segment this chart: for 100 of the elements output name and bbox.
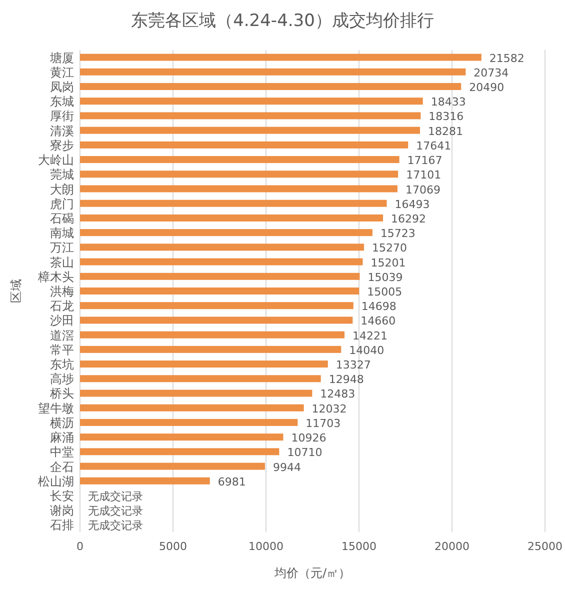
bar [80,185,398,192]
y-axis-title: 区域 [9,279,23,303]
data-label: 16292 [391,212,426,226]
bar [80,126,420,134]
x-tick-label: 5000 [159,540,187,553]
bar [80,54,482,61]
data-label: 15270 [372,242,408,255]
data-label: 9944 [272,460,301,474]
y-tick-label: 凤岗 [50,80,74,94]
bar [80,214,384,222]
bar [80,229,372,236]
bar [80,98,423,105]
text: 无成交记录 [88,490,143,503]
y-tick-label: 大朗 [50,182,74,196]
x-tick-label: 15000 [342,540,376,553]
y-tick-label: 高埗 [50,372,74,386]
y-tick-label: 横沥 [50,416,74,430]
y-tick-label: 松山湖 [38,474,74,488]
bar [80,200,387,207]
y-tick-label: 南城 [50,226,74,240]
bar [80,258,363,266]
bar [80,68,466,76]
y-tick-label: 樟木头 [37,270,74,284]
data-label: 15005 [367,286,402,298]
bar [80,316,353,324]
y-tick-label: 常平 [50,342,74,357]
y-tick-label: 道滘 [50,328,74,342]
y-tick-label: 洪梅 [50,284,74,298]
data-label: 18433 [430,96,466,109]
bar [80,141,408,148]
bar [80,462,265,470]
data-label: 21582 [489,52,524,65]
x-tick-label: 25000 [528,540,562,553]
data-label: 12483 [320,388,356,401]
text: 无成交记录 [88,504,143,518]
y-tick-label: 石碣 [50,211,74,226]
data-label: 12032 [312,402,347,416]
bar [80,244,364,251]
x-tick-label: 0 [76,540,84,553]
y-tick-label: 麻涌 [50,430,74,445]
data-label: 15723 [380,227,416,240]
x-tick-label: 20000 [434,540,470,553]
bar [80,375,321,382]
data-label: 18316 [428,110,464,124]
data-label: 15201 [370,256,406,270]
y-tick-label: 虎门 [50,196,74,211]
y-tick-label: 长安 [50,488,74,503]
y-tick-label: 黄江 [50,65,74,80]
y-tick-label: 塘厦 [49,50,74,65]
bar [80,331,345,338]
bar [80,404,304,412]
data-label: 10710 [287,446,322,460]
data-label: 17069 [405,183,440,196]
y-tick-label: 桥头 [49,386,74,401]
y-tick-label: 清溪 [50,124,74,138]
bar [80,170,398,178]
data-label: 14221 [352,329,388,342]
y-tick-label: 中堂 [50,445,74,460]
bar [80,390,312,397]
y-tick-label: 企石 [50,460,74,474]
bar [80,360,328,368]
bar [80,272,360,280]
data-label: 17101 [406,168,442,182]
y-tick-label: 石排 [50,518,74,532]
y-tick-label: 莞城 [50,168,74,182]
bar [80,448,280,456]
bar [80,288,360,294]
y-tick-label: 茶山 [50,255,74,270]
y-tick-label: 石龙 [50,299,74,314]
y-tick-label: 寮步 [50,138,74,152]
x-tick-label: 10000 [248,540,284,553]
data-label: 11703 [306,416,341,430]
bar [80,418,298,426]
data-label: 10926 [291,432,326,445]
y-tick-label: 沙田 [50,314,74,328]
bar [80,346,342,353]
data-label: 14040 [349,344,384,357]
bar [80,477,210,484]
data-label: 20734 [474,66,509,80]
y-tick-label: 谢岗 [50,504,74,518]
y-tick-label: 大岭山 [38,153,74,168]
data-label: 14660 [360,314,396,328]
y-tick-label: 望牛墩 [38,401,74,416]
data-label: 20490 [469,81,504,94]
data-label: 18281 [428,124,464,138]
x-axis-title: 均价（元/㎡） [273,566,351,580]
chart-title: 东莞各区域（4.24-4.30）成交均价排行 [131,11,434,31]
data-label: 13327 [336,358,371,372]
data-label: 17167 [407,154,442,168]
y-tick-label: 万江 [50,240,74,255]
bar [80,302,354,310]
bar [80,83,462,90]
bar [80,112,421,120]
data-label: 17641 [416,139,452,152]
data-label: 14698 [361,300,396,314]
text: 无成交记录 [88,519,143,532]
y-tick-label: 东坑 [50,358,74,372]
y-tick-label: 厚街 [50,109,74,124]
data-label: 15039 [368,270,403,284]
bar [80,156,400,164]
